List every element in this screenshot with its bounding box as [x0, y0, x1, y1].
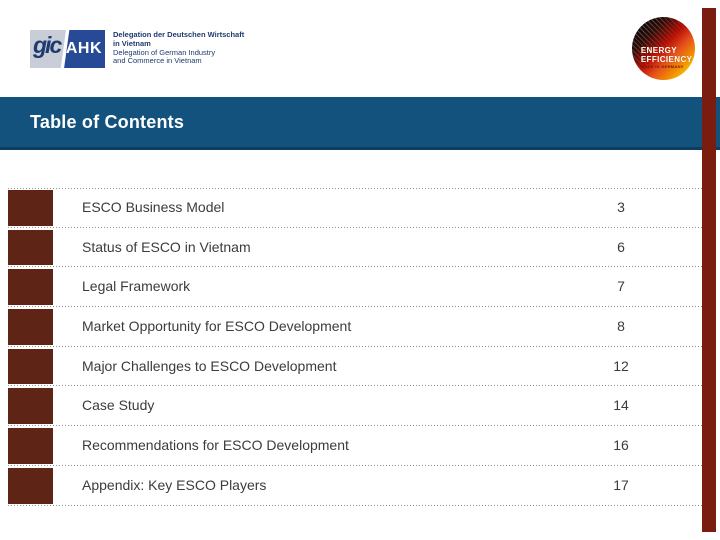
gic-logo-text: gic	[33, 32, 62, 58]
toc-row[interactable]: Major Challenges to ESCO Development 12	[8, 347, 702, 387]
toc-row-page: 6	[617, 238, 625, 255]
toc-row-marker	[8, 269, 53, 306]
caption-line: in Vietnam	[113, 38, 151, 48]
toc-row[interactable]: Appendix: Key ESCO Players 17	[8, 466, 702, 506]
toc-row-label: Status of ESCO in Vietnam	[82, 238, 251, 255]
toc-row-label: Appendix: Key ESCO Players	[82, 476, 267, 493]
ahk-gic-logo: gic AHK	[30, 30, 105, 68]
toc-row[interactable]: Status of ESCO in Vietnam 6	[8, 228, 702, 268]
toc-row-page: 8	[617, 318, 625, 335]
toc-row-label: Recommendations for ESCO Development	[82, 437, 349, 454]
energy-logo-line3: MADE IN GERMANY	[640, 63, 684, 69]
toc-row-marker	[8, 229, 53, 266]
toc-row[interactable]: Market Opportunity for ESCO Development …	[8, 307, 702, 347]
ahk-logo-block: AHK	[64, 30, 105, 68]
toc-row-page: 16	[613, 437, 629, 454]
toc-row-marker	[8, 467, 53, 504]
title-bar: Table of Contents	[0, 97, 720, 150]
toc-row-page: 12	[613, 357, 629, 374]
ahk-logo-text: AHK	[65, 40, 102, 57]
energy-logo-line2: EFFICIENCY	[640, 54, 693, 64]
toc-row[interactable]: ESCO Business Model 3	[8, 188, 702, 228]
ahk-logo-caption: Delegation der Deutschen Wirtschaft in V…	[113, 30, 245, 66]
toc-row[interactable]: Recommendations for ESCO Development 16	[8, 426, 702, 466]
toc-top-divider	[8, 188, 702, 189]
toc-row-marker	[8, 428, 53, 464]
energy-logo-text: ENERGY EFFICIENCY MADE IN GERMANY	[641, 46, 693, 69]
caption-line: Delegation of German Industry	[113, 47, 216, 57]
toc-row-marker	[8, 388, 53, 425]
caption-line: and Commerce in Vietnam	[113, 56, 202, 66]
toc-table: ESCO Business Model 3 Status of ESCO in …	[8, 188, 702, 506]
toc-row-label: Major Challenges to ESCO Development	[82, 357, 337, 374]
toc-row-page: 17	[613, 476, 629, 493]
toc-row-label: Case Study	[82, 397, 155, 414]
toc-row-page: 7	[617, 278, 625, 295]
toc-row-marker	[8, 190, 53, 226]
page-title: Table of Contents	[30, 112, 185, 132]
toc-row-marker	[8, 309, 53, 345]
toc-row-label: Market Opportunity for ESCO Development	[82, 318, 352, 335]
toc-row-label: Legal Framework	[82, 278, 191, 295]
toc-row-label: ESCO Business Model	[82, 199, 225, 215]
toc-row-page: 3	[617, 199, 625, 215]
energy-efficiency-logo: ENERGY EFFICIENCY MADE IN GERMANY	[632, 17, 695, 80]
logo-diagonal-divider	[60, 30, 70, 68]
toc-row-marker	[8, 348, 53, 385]
toc-row[interactable]: Legal Framework 7	[8, 267, 702, 307]
energy-logo-line1: ENERGY	[640, 45, 677, 55]
toc-row[interactable]: Case Study 14	[8, 386, 702, 426]
toc-row-page: 14	[613, 397, 629, 414]
red-accent-bar	[702, 8, 716, 532]
caption-line: Delegation der Deutschen Wirtschaft	[113, 30, 245, 39]
